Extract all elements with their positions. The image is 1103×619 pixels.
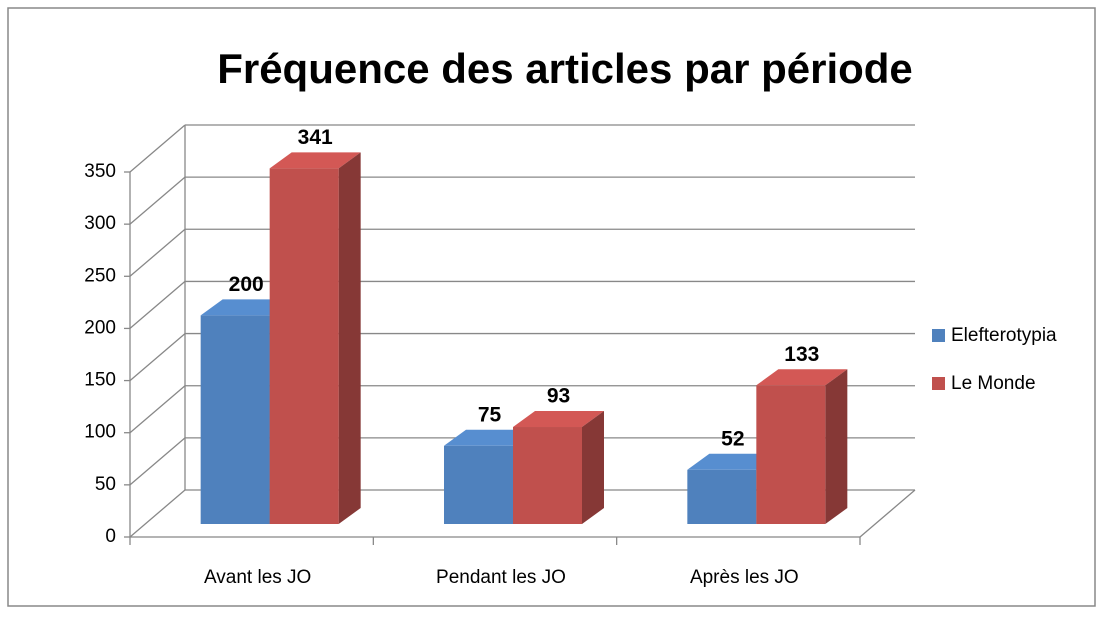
grid-diagonal xyxy=(129,124,186,173)
bar-top xyxy=(269,152,361,169)
grid-diagonal xyxy=(129,176,186,225)
y-tick-label: 200 xyxy=(84,317,116,338)
y-tick-label: 150 xyxy=(84,370,116,391)
grid-diagonal xyxy=(129,228,186,277)
data-label: 93 xyxy=(547,385,570,408)
bar xyxy=(200,315,270,524)
bar-top xyxy=(444,429,535,446)
floor-right xyxy=(859,489,916,538)
grid-diagonal xyxy=(129,280,186,329)
y-tick-label: 300 xyxy=(84,213,116,234)
bar-side xyxy=(338,152,361,524)
legend-label: Le Monde xyxy=(951,373,1036,394)
grid-diagonal xyxy=(129,437,186,486)
y-tick-label: 0 xyxy=(105,526,116,547)
chart-title: Fréquence des articles par période xyxy=(217,45,913,92)
bar-top xyxy=(200,299,292,316)
data-label: 341 xyxy=(298,126,333,149)
y-tick-label: 50 xyxy=(95,474,116,495)
data-label: 75 xyxy=(478,403,502,426)
grid-diagonal xyxy=(129,489,186,538)
bar-side xyxy=(582,411,604,524)
bar xyxy=(687,469,757,524)
grid-diagonal xyxy=(129,333,186,382)
bar xyxy=(444,445,513,524)
x-tick-label: Avant les JO xyxy=(204,567,311,588)
legend-swatch xyxy=(932,377,945,390)
bar xyxy=(513,427,582,524)
bar-top xyxy=(687,453,779,470)
data-label: 52 xyxy=(721,427,744,450)
grid-diagonal xyxy=(129,385,186,434)
bar-top xyxy=(756,369,848,386)
bar-top xyxy=(513,411,604,428)
data-label: 200 xyxy=(229,273,264,296)
y-tick-label: 350 xyxy=(84,161,116,182)
legend-swatch xyxy=(932,329,945,342)
x-tick-label: Pendant les JO xyxy=(436,567,566,588)
y-tick-label: 250 xyxy=(84,265,116,286)
bar xyxy=(269,168,339,524)
x-tick-label: Après les JO xyxy=(690,567,799,588)
data-label: 133 xyxy=(784,343,819,366)
y-tick-label: 100 xyxy=(84,422,116,443)
legend-label: Elefterotypia xyxy=(951,325,1057,346)
bar-side xyxy=(825,369,848,524)
bar xyxy=(756,385,826,524)
